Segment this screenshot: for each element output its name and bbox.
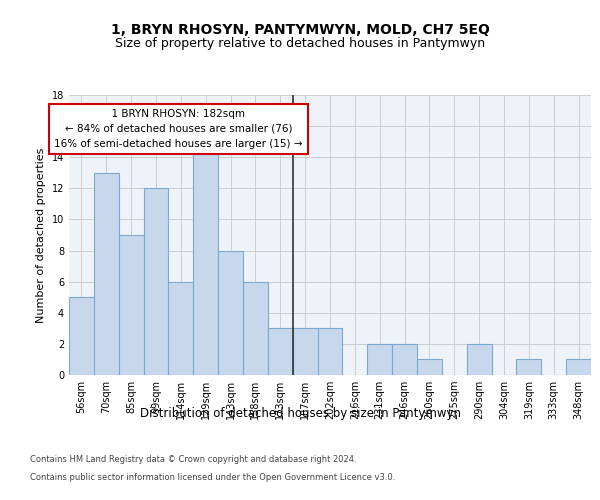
Bar (517, 360, 541, 375)
Bar (193, 142, 218, 375)
Bar (417, 360, 442, 375)
Bar (218, 250, 243, 375)
Bar (143, 188, 169, 375)
Text: 1, BRYN RHOSYN, PANTYMWYN, MOLD, CH7 5EQ: 1, BRYN RHOSYN, PANTYMWYN, MOLD, CH7 5EQ (110, 22, 490, 36)
Y-axis label: Number of detached properties: Number of detached properties (36, 148, 46, 322)
Bar (293, 328, 317, 375)
Bar (243, 282, 268, 375)
Bar (119, 235, 143, 375)
Bar (392, 344, 417, 375)
Bar (94, 173, 119, 375)
Text: Contains public sector information licensed under the Open Government Licence v3: Contains public sector information licen… (30, 472, 395, 482)
Bar (566, 360, 591, 375)
Bar (69, 297, 94, 375)
Text: Contains HM Land Registry data © Crown copyright and database right 2024.: Contains HM Land Registry data © Crown c… (30, 455, 356, 464)
Text: Size of property relative to detached houses in Pantymwyn: Size of property relative to detached ho… (115, 38, 485, 51)
Bar (169, 282, 193, 375)
Bar (317, 328, 343, 375)
Bar (268, 328, 293, 375)
Bar (367, 344, 392, 375)
Bar (467, 344, 491, 375)
Text: Distribution of detached houses by size in Pantymwyn: Distribution of detached houses by size … (139, 408, 461, 420)
Text: 1 BRYN RHOSYN: 182sqm  
← 84% of detached houses are smaller (76)
16% of semi-de: 1 BRYN RHOSYN: 182sqm ← 84% of detached … (54, 109, 302, 148)
